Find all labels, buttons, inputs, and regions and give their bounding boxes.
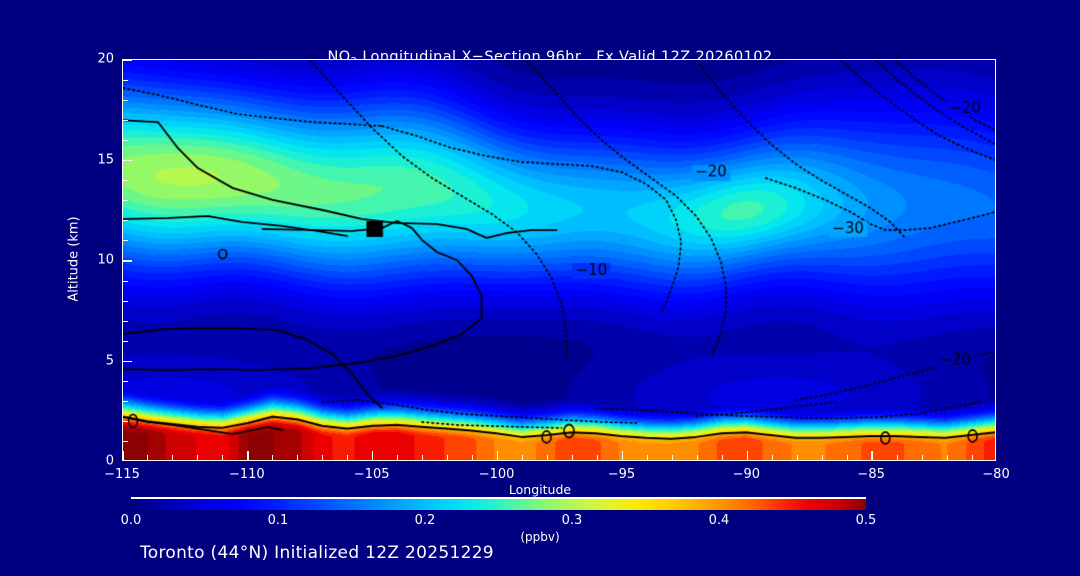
x-axis-minor-tick <box>522 455 524 460</box>
y-axis-minor-tick <box>123 119 128 121</box>
colorbar-gradient <box>131 499 866 510</box>
x-axis-minor-tick <box>921 455 923 460</box>
x-axis-tick-label: −80 <box>982 467 1010 482</box>
x-axis-minor-tick <box>896 455 898 460</box>
x-axis-tick-label: −85 <box>857 467 885 482</box>
footer-caption: Toronto (44°N) Initialized 12Z 20251229 <box>140 543 494 563</box>
y-axis-minor-tick <box>123 320 128 322</box>
y-axis-tick-label: 10 <box>97 252 114 268</box>
x-axis-minor-tick <box>971 455 973 460</box>
x-axis-minor-tick <box>147 455 149 460</box>
x-axis-minor-tick <box>721 455 723 460</box>
plot-area <box>122 59 996 461</box>
y-axis-tick <box>123 159 132 162</box>
y-axis-minor-tick <box>123 200 128 202</box>
colorbar-tick-label: 0.1 <box>267 513 289 528</box>
x-axis-tick <box>496 451 499 460</box>
x-axis-minor-tick <box>222 455 224 460</box>
x-axis-tick-label: −110 <box>228 467 265 482</box>
y-axis-minor-tick <box>123 180 128 182</box>
x-axis-minor-tick <box>821 455 823 460</box>
x-axis-minor-tick <box>322 455 324 460</box>
x-axis-tick <box>371 451 374 460</box>
y-axis-minor-tick <box>123 421 128 423</box>
x-axis-minor-tick <box>422 455 424 460</box>
x-axis-tick <box>123 451 124 460</box>
y-axis-minor-tick <box>123 220 128 222</box>
colorbar-rule <box>131 497 866 499</box>
y-axis-minor-tick <box>123 139 128 141</box>
x-axis-title: Longitude <box>508 482 572 497</box>
x-axis-tick <box>871 451 873 460</box>
x-axis-minor-tick <box>771 455 773 460</box>
x-axis-minor-tick <box>796 455 798 460</box>
x-axis-minor-tick <box>946 455 948 460</box>
x-axis-minor-tick <box>646 455 648 460</box>
y-axis-tick-label: 5 <box>105 353 114 368</box>
y-axis-minor-tick <box>123 381 128 383</box>
x-axis-minor-tick <box>197 455 199 460</box>
y-axis-tick-label: 20 <box>97 51 114 67</box>
x-axis-tick <box>746 451 749 460</box>
y-axis-minor-tick <box>123 300 128 302</box>
x-axis-minor-tick <box>846 455 848 460</box>
y-axis-minor-tick <box>123 79 128 81</box>
x-axis-minor-tick <box>272 455 274 460</box>
x-axis-minor-tick <box>172 455 174 460</box>
colorbar-group: 0.0 0.1 0.2 0.3 0.4 0.5 <box>121 497 876 528</box>
y-axis-minor-tick <box>123 99 128 101</box>
x-axis-minor-tick <box>297 455 299 460</box>
x-axis-tick-label: −115 <box>104 467 140 482</box>
x-axis-minor-tick <box>397 455 399 460</box>
y-axis-tick <box>123 360 132 363</box>
x-axis-tick-label: −105 <box>353 467 390 482</box>
colorbar-tick-label: 0.3 <box>561 513 583 528</box>
x-axis-tick-label: −90 <box>732 467 760 482</box>
y-axis-tick <box>123 260 132 262</box>
y-axis-tick-label: 0 <box>105 453 114 469</box>
y-axis-minor-tick <box>123 441 128 443</box>
x-axis-tick-label: −100 <box>478 467 515 482</box>
x-axis-tick <box>621 451 624 460</box>
colorbar-tick-label: 0.2 <box>414 513 436 528</box>
y-axis-minor-tick <box>123 340 128 342</box>
x-axis-minor-tick <box>571 455 573 460</box>
y-axis-minor-tick <box>123 401 128 403</box>
x-axis-minor-tick <box>547 455 548 460</box>
colorbar-tick-label: 0.0 <box>120 513 142 528</box>
colorbar-tick-label: 0.4 <box>708 513 730 528</box>
colorbar-tick-label: 0.5 <box>855 513 877 528</box>
x-axis-minor-tick <box>671 455 673 460</box>
x-axis-minor-tick <box>347 455 349 460</box>
x-axis-minor-tick <box>472 455 474 460</box>
x-axis-tick <box>247 451 249 460</box>
x-axis-minor-tick <box>447 455 449 460</box>
y-axis-tick <box>123 60 132 61</box>
x-axis-minor-tick <box>696 455 698 460</box>
x-axis-tick-label: −95 <box>607 467 636 482</box>
y-axis-minor-tick <box>123 280 128 282</box>
x-axis-minor-tick <box>596 455 598 460</box>
cross-section-heatmap <box>123 60 995 460</box>
y-axis-minor-tick <box>123 240 128 242</box>
colorbar-units-label: (ppbv) <box>520 530 560 544</box>
y-axis-tick-label: 15 <box>97 152 114 167</box>
